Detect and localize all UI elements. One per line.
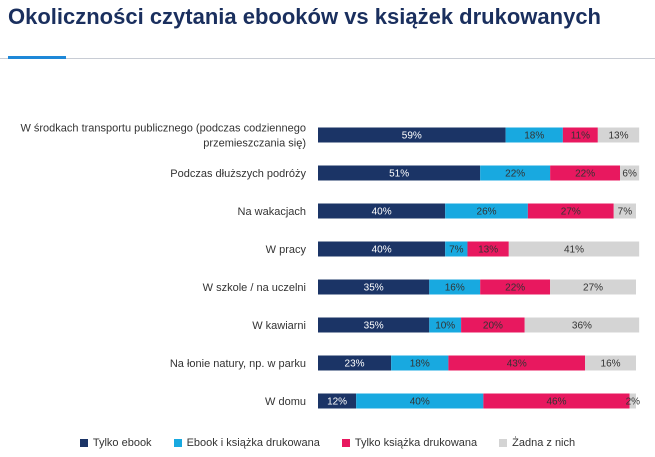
data-label: 16%: [601, 359, 621, 370]
data-label: 13%: [609, 131, 629, 142]
bar-segment: [318, 279, 430, 295]
data-label: 26%: [477, 207, 497, 218]
bar-segment: [318, 165, 481, 181]
title-accent-bar: [8, 56, 66, 59]
bar-segment: [480, 279, 551, 295]
bar-segment: [505, 127, 563, 143]
bar-segment: [550, 165, 621, 181]
data-label: 11%: [571, 131, 590, 142]
legend-label: Ebook i książka drukowana: [186, 437, 320, 449]
data-label: 40%: [372, 245, 392, 256]
bar-segment: [429, 279, 481, 295]
category-label: Podczas dłuższych podróży: [170, 168, 306, 180]
data-label: 6%: [622, 169, 637, 180]
data-label: 20%: [483, 321, 503, 332]
category-label: Na wakacjach: [238, 206, 306, 218]
data-label: 27%: [561, 207, 581, 218]
data-label: 12%: [327, 397, 347, 408]
bar-segment: [524, 317, 640, 333]
bar-segment: [445, 203, 528, 219]
bar-segment: [483, 393, 630, 409]
bar-segment: [467, 241, 509, 257]
data-label: 18%: [524, 131, 544, 142]
data-label: 2%: [626, 397, 641, 408]
legend-swatch: [79, 439, 88, 447]
title-divider: [0, 58, 655, 59]
legend-item: Tylko ebook: [79, 437, 152, 449]
bar-segment: [480, 165, 551, 181]
legend-label: Tylko książka drukowana: [354, 437, 478, 449]
bar-segment: [461, 317, 525, 333]
data-label: 59%: [402, 131, 422, 142]
data-label: 35%: [364, 283, 384, 294]
bar-segment: [585, 355, 636, 371]
legend-label: Żadna z nich: [512, 437, 576, 449]
bar-segment: [318, 317, 430, 333]
bar-segment: [613, 203, 636, 219]
data-label: 7%: [618, 207, 633, 218]
bar-segment: [527, 203, 614, 219]
bar-segment: [562, 127, 598, 143]
bar-segment: [318, 127, 506, 143]
category-label: przemieszczania się): [203, 138, 306, 150]
legend-swatch: [499, 439, 508, 447]
data-label: 35%: [364, 321, 384, 332]
data-label: 16%: [445, 283, 465, 294]
bar-segment: [445, 241, 468, 257]
legend-item: Tylko książka drukowana: [341, 437, 478, 449]
data-label: 22%: [505, 283, 525, 294]
category-label: W domu: [265, 396, 306, 408]
bar-segment: [448, 355, 586, 371]
category-label: W szkole / na uczelni: [203, 282, 306, 294]
data-label: 46%: [546, 397, 566, 408]
legend-swatch: [173, 439, 182, 447]
bar-segment: [318, 203, 446, 219]
legend-item: Żadna z nich: [499, 437, 575, 449]
page-title: Okoliczności czytania ebooków vs książek…: [8, 4, 601, 29]
bar-segment: [597, 127, 640, 143]
bar-segment: [318, 355, 392, 371]
data-label: 27%: [583, 283, 603, 294]
data-label: 43%: [507, 359, 527, 370]
bar-segment: [508, 241, 640, 257]
bar-segment: [429, 317, 462, 333]
data-label: 36%: [572, 321, 592, 332]
data-label: 40%: [410, 397, 430, 408]
category-label: W pracy: [266, 244, 307, 256]
data-label: 51%: [389, 169, 409, 180]
category-label: W środkach transportu publicznego (podcz…: [20, 123, 306, 135]
data-label: 7%: [449, 245, 464, 256]
data-label: 18%: [410, 359, 430, 370]
data-label: 13%: [478, 245, 498, 256]
bar-segment: [391, 355, 449, 371]
chart-legend: Tylko ebook Ebook i książka drukowana Tylk…: [0, 437, 655, 449]
bar-segment: [356, 393, 484, 409]
legend-item: Ebook i książka drukowana: [173, 437, 320, 449]
category-label: Na łonie natury, np. w parku: [170, 358, 306, 370]
data-label: 10%: [435, 321, 455, 332]
bar-segment: [629, 393, 636, 409]
legend-label: Tylko ebook: [92, 437, 152, 449]
data-label: 22%: [505, 169, 525, 180]
legend-swatch: [341, 439, 350, 447]
data-label: 22%: [575, 169, 595, 180]
data-label: 40%: [372, 207, 392, 218]
data-label: 41%: [564, 245, 584, 256]
bar-segment: [550, 279, 636, 295]
bar-segment: [318, 393, 357, 409]
category-label: W kawiarni: [252, 320, 306, 332]
bar-segment: [318, 241, 446, 257]
data-label: 23%: [345, 359, 365, 370]
bar-segment: [620, 165, 640, 181]
